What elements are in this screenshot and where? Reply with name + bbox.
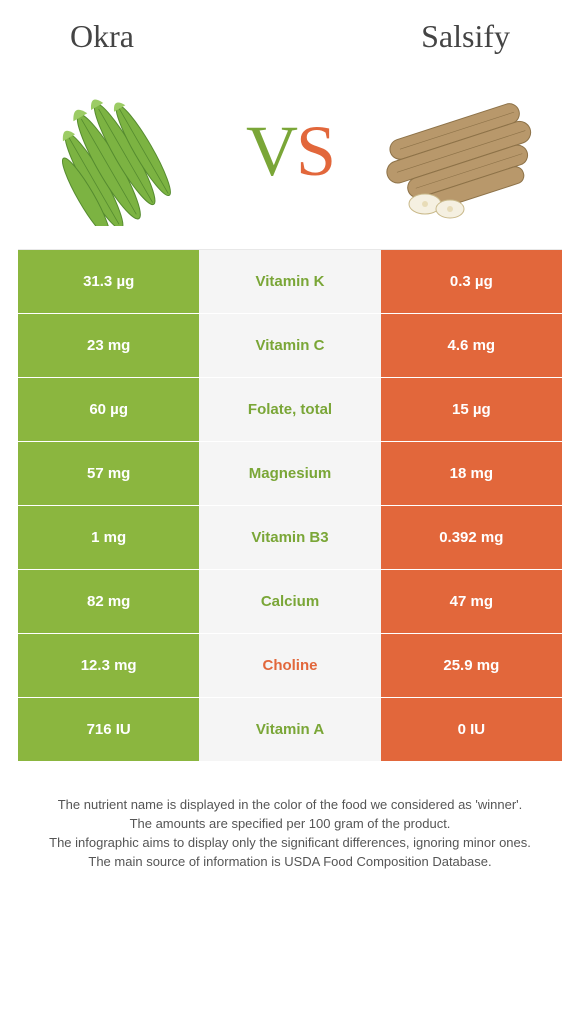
left-value: 60 µg (18, 378, 199, 441)
table-row: 57 mgMagnesium18 mg (18, 442, 562, 506)
right-value: 0.392 mg (381, 506, 562, 569)
nutrient-label: Vitamin B3 (199, 506, 380, 569)
left-value: 57 mg (18, 442, 199, 505)
footnote-line: The main source of information is USDA F… (20, 853, 560, 872)
nutrient-label: Vitamin A (199, 698, 380, 761)
okra-image (25, 71, 215, 231)
vs-s-char: S (296, 111, 334, 191)
right-value: 0 IU (381, 698, 562, 761)
right-value: 25.9 mg (381, 634, 562, 697)
table-row: 60 µgFolate, total15 µg (18, 378, 562, 442)
footnote-line: The nutrient name is displayed in the co… (20, 796, 560, 815)
table-row: 1 mgVitamin B30.392 mg (18, 506, 562, 570)
left-value: 12.3 mg (18, 634, 199, 697)
left-food-title: Okra (70, 18, 134, 55)
right-food-title: Salsify (421, 18, 510, 55)
table-row: 12.3 mgCholine25.9 mg (18, 634, 562, 698)
comparison-table: 31.3 µgVitamin K0.3 µg23 mgVitamin C4.6 … (18, 249, 562, 762)
footnotes: The nutrient name is displayed in the co… (0, 762, 580, 871)
nutrient-label: Vitamin C (199, 314, 380, 377)
table-row: 23 mgVitamin C4.6 mg (18, 314, 562, 378)
left-value: 82 mg (18, 570, 199, 633)
left-value: 23 mg (18, 314, 199, 377)
left-value: 1 mg (18, 506, 199, 569)
right-value: 15 µg (381, 378, 562, 441)
footnote-line: The infographic aims to display only the… (20, 834, 560, 853)
vs-v-char: V (246, 111, 296, 191)
vs-label: VS (246, 110, 334, 193)
right-value: 4.6 mg (381, 314, 562, 377)
table-row: 31.3 µgVitamin K0.3 µg (18, 250, 562, 314)
right-value: 0.3 µg (381, 250, 562, 313)
left-value: 716 IU (18, 698, 199, 761)
nutrient-label: Magnesium (199, 442, 380, 505)
nutrient-label: Folate, total (199, 378, 380, 441)
nutrient-label: Choline (199, 634, 380, 697)
nutrient-label: Vitamin K (199, 250, 380, 313)
right-value: 18 mg (381, 442, 562, 505)
salsify-image (365, 71, 555, 231)
right-value: 47 mg (381, 570, 562, 633)
left-value: 31.3 µg (18, 250, 199, 313)
nutrient-label: Calcium (199, 570, 380, 633)
table-row: 82 mgCalcium47 mg (18, 570, 562, 634)
table-row: 716 IUVitamin A0 IU (18, 698, 562, 762)
footnote-line: The amounts are specified per 100 gram o… (20, 815, 560, 834)
